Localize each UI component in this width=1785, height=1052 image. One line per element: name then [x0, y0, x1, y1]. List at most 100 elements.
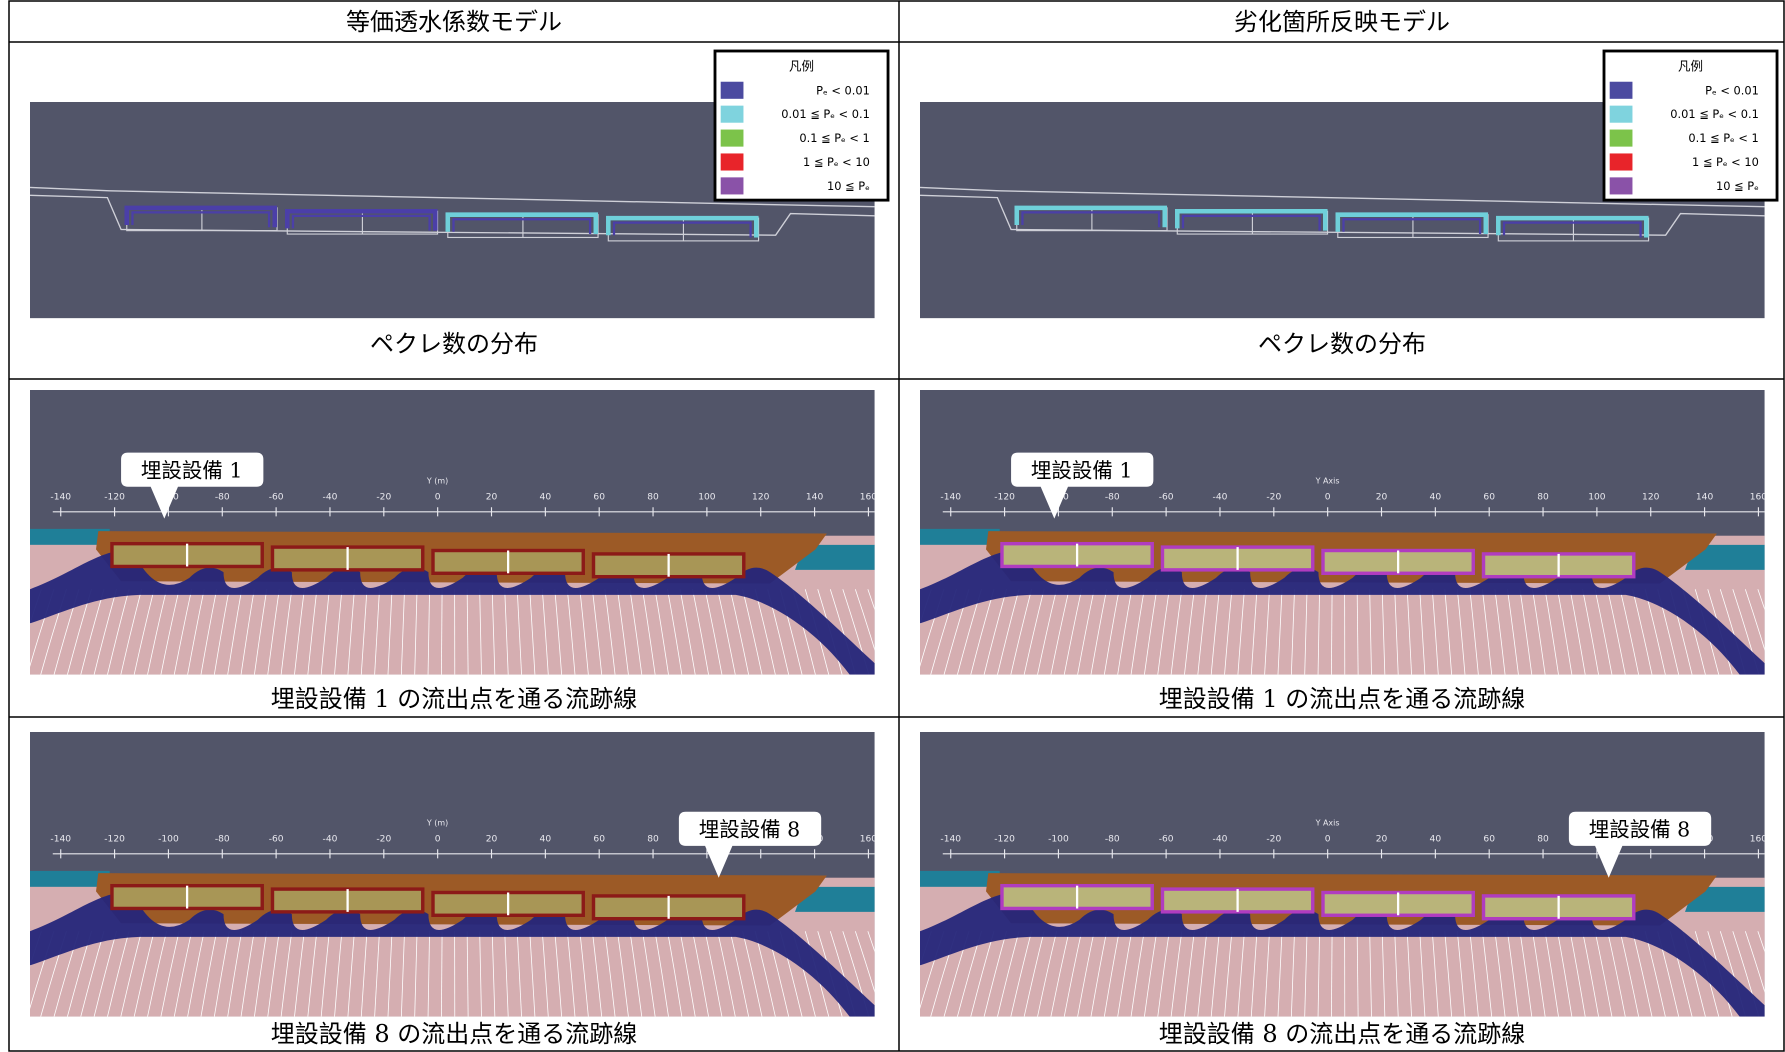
legend-label: 0.01 ≦ Pₑ < 0.1 [781, 107, 870, 121]
facility-pe [1174, 209, 1328, 231]
streamline [213, 931, 230, 1017]
ground-line [920, 186, 1765, 208]
callout-box [1011, 452, 1154, 519]
streamline [120, 589, 142, 675]
callout-label: 埋設設備 1 [141, 459, 242, 483]
streamline [1744, 931, 1765, 993]
axis-tick-label: -60 [1159, 492, 1174, 502]
streamline [1157, 931, 1170, 1017]
streamline [227, 931, 243, 1017]
facility-pe [612, 221, 752, 238]
streamline [1304, 589, 1308, 675]
streamline [1456, 589, 1466, 675]
axis-tick-label: 40 [540, 492, 552, 502]
streamline [1063, 931, 1083, 1017]
facility-pe [445, 212, 599, 235]
streamline [554, 589, 563, 675]
streamline [1544, 931, 1559, 1017]
streamline [374, 589, 380, 675]
streamline [1184, 589, 1195, 675]
streamline [1444, 589, 1453, 675]
axis-tick-label: 20 [486, 834, 498, 844]
streamline [1331, 589, 1333, 675]
streamline [566, 589, 576, 675]
ground-line [30, 186, 875, 208]
streamline [579, 931, 589, 1017]
streamline [1632, 931, 1653, 1017]
streamline [1557, 931, 1573, 1017]
facility-pe [606, 215, 759, 238]
streamline [1369, 589, 1372, 675]
streamline [227, 589, 243, 675]
streamline [347, 589, 355, 675]
streamline [1394, 931, 1399, 1017]
streamline [1277, 589, 1283, 675]
streamline [541, 931, 549, 1017]
column-header: 劣化箇所反映モデル [1234, 8, 1450, 36]
streamline [679, 931, 696, 1017]
streamline [1594, 589, 1613, 675]
streamline [742, 931, 763, 1017]
legend-swatch [1609, 81, 1633, 99]
streamline [604, 589, 616, 675]
callout-box [121, 452, 264, 519]
axis-tick-label: 0 [1325, 492, 1331, 502]
facility-pe [452, 218, 592, 235]
axis-tick-label: -100 [1048, 834, 1069, 844]
streamline [294, 589, 305, 675]
callout-box [1568, 811, 1712, 878]
streamline [1144, 589, 1158, 675]
streamline [516, 931, 522, 1017]
axis-tick-label: 80 [1537, 492, 1549, 502]
streamline [1130, 931, 1145, 1017]
axis-tick-label: -120 [104, 492, 125, 502]
streamline [1381, 931, 1386, 1017]
streamline [1569, 589, 1586, 675]
stream-band [30, 549, 875, 675]
streamline [854, 589, 875, 651]
axis-tick-label: 0 [1325, 834, 1331, 844]
legend-label: 0.01 ≦ Pₑ < 0.1 [1670, 107, 1759, 121]
teal-layer [1684, 886, 1765, 912]
axis-tick-label: -140 [50, 834, 71, 844]
axis-tick-label: 160 [860, 834, 878, 844]
facility-pe [1496, 215, 1649, 238]
axis-tick-label: -120 [994, 834, 1015, 844]
legend-label: 1 ≦ Pₑ < 10 [803, 155, 870, 169]
axis-tick-label: 0 [435, 834, 441, 844]
axis-tick-label: -20 [376, 834, 391, 844]
legend-label: 10 ≦ Pₑ [827, 179, 870, 193]
streamline [692, 589, 709, 675]
facility-pe [124, 205, 278, 228]
streamline [1507, 931, 1519, 1017]
streamline [1494, 931, 1506, 1017]
streamline [1607, 589, 1626, 675]
legend-swatch [720, 129, 744, 147]
table-border [8, 0, 1785, 1052]
streamline [1130, 589, 1145, 675]
streamline [729, 589, 750, 675]
streamline [334, 589, 343, 675]
streamline [1431, 931, 1439, 1017]
streamline [387, 931, 393, 1017]
axis-tick-label: 20 [486, 492, 498, 502]
streamline [1170, 589, 1183, 675]
streamline [867, 931, 875, 953]
streamline [1557, 589, 1573, 675]
streamline [147, 931, 167, 1017]
streamline [654, 589, 669, 675]
streamline [479, 589, 482, 675]
streamline [187, 589, 205, 675]
facility-pe [1021, 211, 1161, 228]
streamline [1264, 589, 1270, 675]
legend-box [1602, 49, 1779, 202]
streamline [1582, 589, 1599, 675]
streamline [591, 589, 603, 675]
streamline [704, 931, 723, 1017]
streamline [491, 589, 496, 675]
streamline [704, 589, 723, 675]
axis-tick-label: 160 [1750, 834, 1768, 844]
legend-box [713, 49, 890, 202]
streamline [554, 931, 563, 1017]
streamline [1304, 931, 1308, 1017]
